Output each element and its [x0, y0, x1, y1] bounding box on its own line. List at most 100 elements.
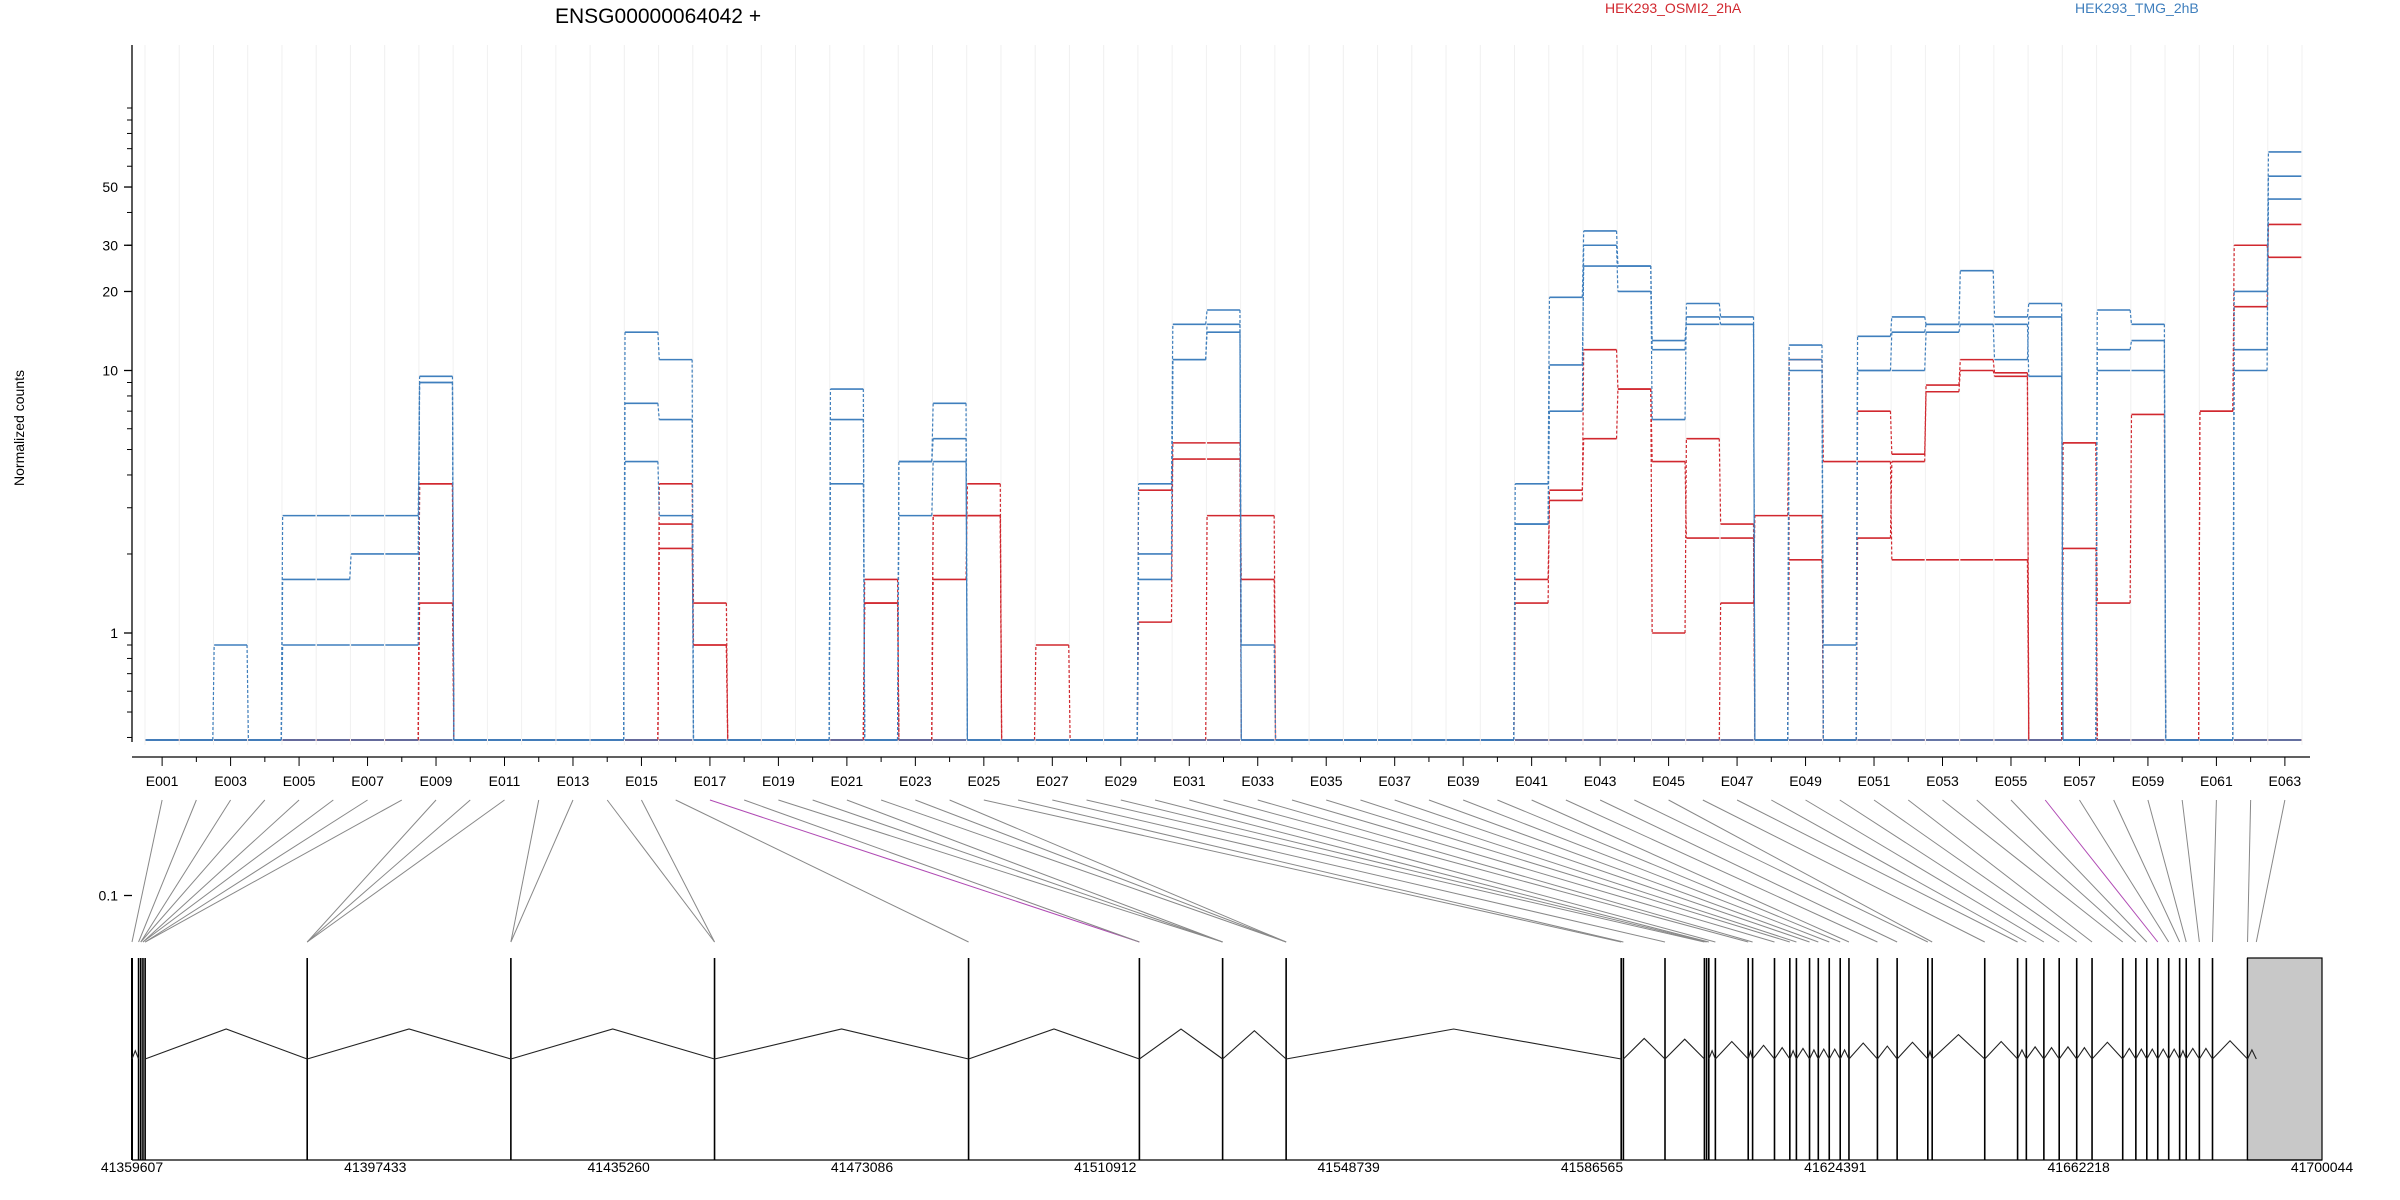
y-tick-label: 50: [102, 179, 118, 195]
coord-tick-label: 41473086: [831, 1159, 894, 1175]
exon-label: E005: [283, 773, 316, 789]
series-connector: [1581, 230, 1585, 298]
exon-link: [306, 799, 437, 943]
exon-link: [1531, 799, 1850, 943]
series-connector: [691, 548, 695, 646]
exon-link: [1291, 799, 1775, 943]
exon-label: E049: [1789, 773, 1822, 789]
series-connector: [1170, 359, 1174, 554]
intron: [1984, 1040, 2018, 1060]
exon-link: [138, 799, 197, 943]
exon-link: [1634, 799, 1929, 943]
series-connector: [1615, 389, 1619, 439]
series-tmg: [145, 151, 2302, 741]
exon-label: E003: [214, 773, 247, 789]
intron: [2017, 1048, 2027, 1060]
intron: [1795, 1047, 1811, 1060]
chart-title: ENSG00000064042 +: [555, 5, 761, 28]
exon-label: E053: [1926, 773, 1959, 789]
exon-link: [510, 799, 574, 943]
series-connector: [1889, 316, 1893, 337]
series-connector: [2129, 414, 2133, 604]
intron: [1848, 1042, 1878, 1060]
series-connector: [2266, 199, 2270, 350]
series-connector: [2026, 372, 2030, 741]
y-tick-label: 0.1: [99, 888, 119, 904]
series-connector: [896, 515, 900, 741]
intron: [510, 1028, 715, 1060]
intron: [2157, 1048, 2170, 1060]
series-connector: [623, 461, 626, 741]
exon-label: E043: [1584, 773, 1617, 789]
series-connector: [896, 603, 900, 741]
series-connector: [657, 548, 660, 741]
intron: [1839, 1048, 1850, 1060]
series-connector: [828, 483, 832, 741]
gene-model: [131, 957, 2323, 1161]
exon-link: [140, 799, 266, 943]
intron: [1817, 1048, 1830, 1060]
exon-label: E023: [899, 773, 932, 789]
exon-label: E055: [1995, 773, 2028, 789]
exon-link: [1942, 799, 2124, 943]
series-connector: [1889, 461, 1893, 560]
exon-link: [880, 799, 1287, 943]
exon-label: E059: [2132, 773, 2165, 789]
intron: [1752, 1044, 1775, 1060]
exon-link: [1771, 799, 2027, 943]
exon-link: [778, 799, 1223, 943]
exon-link: [1360, 799, 1797, 943]
exon-link: [144, 799, 403, 943]
series-connector: [657, 332, 660, 360]
exon-link: [1907, 799, 2093, 943]
exon-link: [1052, 799, 1666, 943]
exon-link: [2010, 799, 2148, 943]
exon-link: [1805, 799, 2045, 943]
exon-label: E035: [1310, 773, 1343, 789]
intron: [1828, 1048, 1841, 1060]
series-connector: [1581, 266, 1585, 365]
series-connector: [999, 515, 1003, 741]
intron: [307, 1028, 512, 1060]
exon-link: [675, 799, 969, 943]
series-connector: [2266, 151, 2270, 292]
exon-link: [1565, 799, 1878, 943]
series-connector: [862, 603, 866, 741]
series-connector: [1273, 645, 1277, 741]
intron: [2179, 1049, 2187, 1060]
series-connector: [2232, 349, 2235, 741]
series-connector: [1889, 332, 1893, 371]
exon-link: [142, 799, 334, 943]
exon-link: [1839, 799, 2060, 943]
series-connector: [1615, 245, 1619, 292]
y-tick-label: 30: [102, 237, 118, 253]
exon-link: [1086, 799, 1705, 943]
series-connector: [349, 553, 352, 580]
series-connector: [1273, 579, 1277, 741]
intron: [1139, 1028, 1223, 1060]
coord-tick-label: 41700044: [2291, 1159, 2354, 1175]
exon-link: [2147, 799, 2187, 943]
intron: [2058, 1045, 2078, 1060]
exon-link: [2044, 799, 2159, 943]
intron: [1623, 1037, 1666, 1060]
series-connector: [657, 403, 660, 420]
series-connector: [1958, 270, 1961, 325]
series-connector: [1958, 324, 1961, 333]
series-connector: [417, 483, 421, 741]
series-connector: [1718, 303, 1722, 317]
exon-link: [1394, 799, 1810, 943]
intron: [1774, 1046, 1791, 1060]
exon-link: [641, 799, 715, 943]
series-connector: [1992, 324, 1996, 360]
series-connector: [1924, 385, 1927, 455]
exon-link: [1223, 799, 1749, 943]
exon-label: E027: [1036, 773, 1069, 789]
series-connector: [691, 515, 695, 741]
exon-link: [915, 799, 1287, 943]
series-connector: [1752, 324, 1756, 741]
exon-link: [140, 799, 232, 943]
series-connector: [1615, 349, 1619, 390]
intron: [714, 1028, 969, 1060]
